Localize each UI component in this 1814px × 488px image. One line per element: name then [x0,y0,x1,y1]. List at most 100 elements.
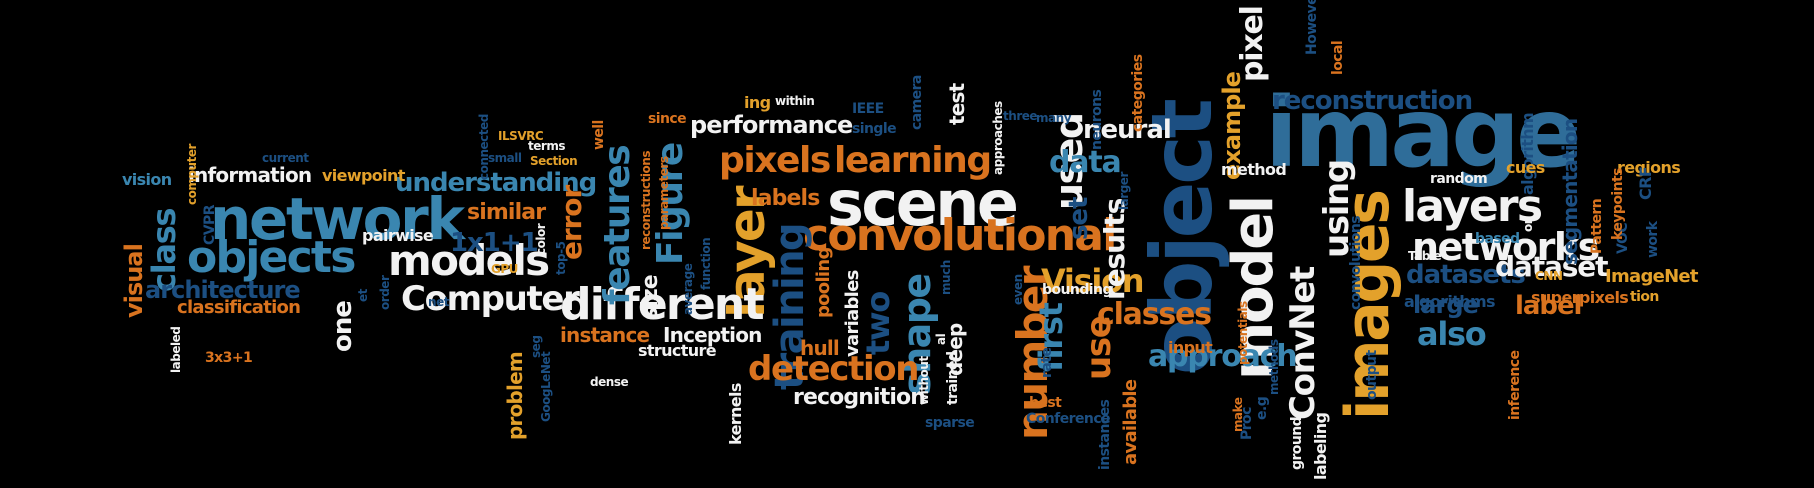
word-ing: ing [744,93,771,112]
word-top-5: top-5 [554,241,568,275]
word-classification: classification [177,297,301,318]
word-ieee: IEEE [852,101,884,117]
word-similar: similar [467,200,546,225]
word-sparse: sparse [925,415,975,431]
word-terms: terms [528,139,566,153]
word-connected: connected [477,114,491,180]
word-section: Section [530,154,578,168]
word-information: information [188,163,312,187]
word-rate: rate [1039,347,1055,378]
word-image: image [1265,77,1581,189]
word-viewpoint: viewpoint [322,166,405,185]
word-imagenet: ImageNet [1605,266,1699,287]
word-available: available [1120,379,1141,465]
word-also: also [1417,315,1487,353]
word-best: best [1029,395,1062,411]
word-computer: Computer [401,279,580,319]
word-dataset: dataset [1495,250,1609,283]
word-cvpr: CVPR [202,205,218,245]
word-one: one [328,301,358,352]
word-convolutions: convolutions [1348,215,1364,310]
word-size: size [638,275,663,320]
word-pairwise: pairwise [362,226,434,245]
word-variables: variables [842,270,863,357]
word-potentials: potentials [1236,301,1250,365]
word-visual: visual [120,244,148,318]
word-method: method [1221,160,1287,179]
word-single: single [852,121,897,137]
word-inference: inference [1507,350,1523,420]
word-classes: classes [1097,297,1212,332]
word-layers: layers [1402,181,1543,232]
word-hull: hull [800,336,840,360]
word-local: local [1330,40,1346,75]
word-scene: scene [827,167,1019,240]
word-3x3-1: 3x3+1 [205,350,253,366]
word-labels: labels [751,186,820,211]
word-much: much [939,260,953,295]
word-recognition: recognition [793,385,926,410]
word-reconstruction: reconstruction [1272,86,1473,116]
word-use: use [1079,316,1119,380]
word-convolutional: convolutional [803,210,1117,261]
word-methods: methods [1267,339,1281,395]
word-reconstructions: reconstructions [639,151,653,250]
word-input: input [1168,338,1213,357]
word-output: output [1364,350,1380,400]
word-architecture: architecture [145,276,301,304]
word-computer: computer [185,144,199,205]
word-models: models [388,236,550,285]
word-based: based [1475,231,1520,247]
word-pixel: pixel [1235,6,1270,82]
word-without: without [917,356,931,405]
word-categories: categories [1130,54,1146,132]
word-color: color [534,223,548,255]
word-trained: trained [945,351,961,405]
word-labeling: labeling [1311,412,1330,480]
word-however: However [1304,0,1320,55]
word-features: features [597,145,638,305]
word-two: two [859,291,897,355]
word-algorithm: algorithm [1518,112,1537,195]
word-larger: larger [1117,172,1131,210]
word-small: small [488,151,522,165]
word-bounding: bounding [1042,282,1112,298]
word-tion: tion [1630,289,1659,305]
word-vision: Vision [1041,262,1145,300]
word-within: within [775,94,815,108]
word-current: current [262,151,309,165]
word-segmentation: segmentation [1558,118,1582,265]
word-ilsvrc: ILSVRC [498,129,544,143]
word-e-g: e.g [1254,396,1270,420]
word-random: random [1430,171,1488,187]
word-many: many [1036,111,1072,125]
word-neurons: neurons [1089,89,1105,150]
word-1x1-1: 1x1+1 [450,228,539,258]
word-pixels: pixels [719,140,831,181]
word-test: test [945,83,969,125]
word-three: three [1003,109,1038,123]
word-neural: neural [1083,115,1172,145]
word-instance: instance [560,323,650,347]
word-make: make [1231,397,1245,432]
word-et: et [356,289,370,302]
word-approach: approach [1148,339,1298,374]
word-set: set [1064,197,1094,240]
word-problem: problem [503,352,527,440]
word-cues: cues [1506,158,1545,177]
word-data: data [1049,145,1122,180]
word-different: different [560,279,765,330]
word-labeled: labeled [169,326,183,373]
word-camera: camera [909,75,925,130]
word-instances: instances [1097,399,1113,470]
word-conference: Conference [1026,411,1111,427]
word-gpu: GPU [491,262,518,276]
word-kernels: kernels [726,383,745,445]
word-since: since [648,111,687,127]
word-networks: networks [1412,225,1600,269]
word-regions: regions [1617,158,1681,177]
word-network: network [210,185,465,253]
word-learning: learning [834,140,992,181]
word-crf: CRF [1636,166,1655,200]
word-structure: structure [638,341,717,360]
